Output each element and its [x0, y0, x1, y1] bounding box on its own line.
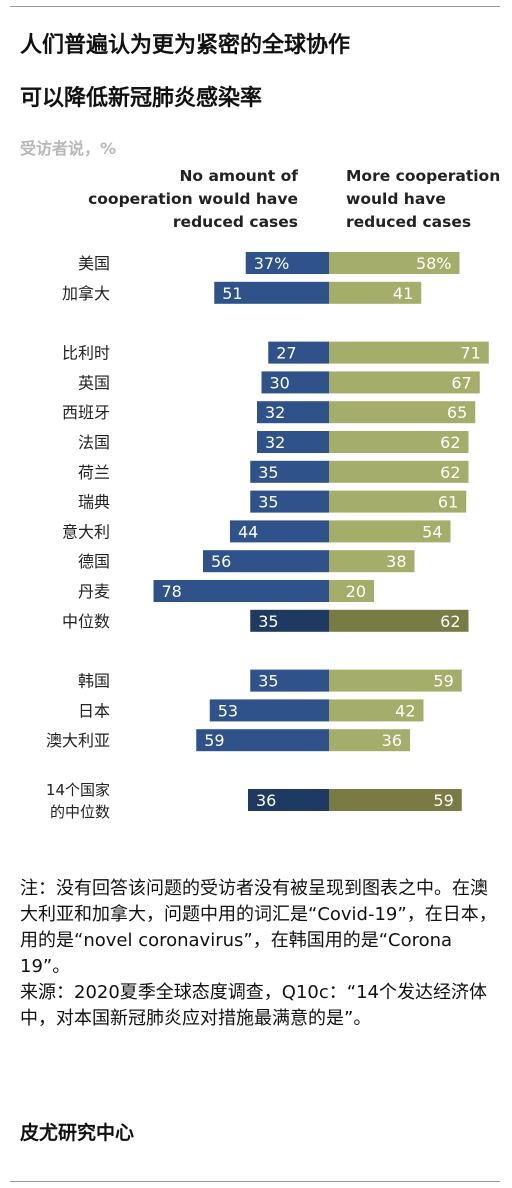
bar-no-amount — [268, 341, 329, 364]
category-label: 瑞典 — [78, 493, 110, 512]
category-label: 澳大利亚 — [46, 731, 110, 750]
bar-more-cooperation — [329, 490, 467, 513]
bar-more-cooperation — [329, 669, 462, 692]
category-label: 加拿大 — [62, 284, 110, 303]
data-label-more-cooperation: 65 — [447, 403, 467, 422]
bar-no-amount — [250, 490, 329, 513]
bar-more-cooperation — [329, 460, 469, 483]
bottom-rule — [10, 1181, 500, 1182]
data-label-more-cooperation: 61 — [438, 493, 458, 512]
category-label: 日本 — [78, 701, 110, 720]
category-label: 意大利 — [62, 522, 110, 541]
data-label-more-cooperation: 59 — [433, 672, 453, 691]
bar-more-cooperation — [329, 401, 476, 424]
data-label-no-amount: 59 — [204, 731, 224, 750]
data-label-no-amount: 32 — [265, 403, 285, 422]
data-label-no-amount: 53 — [218, 701, 238, 720]
data-label-no-amount: 35 — [258, 612, 278, 631]
bar-no-amount — [230, 520, 329, 543]
bar-more-cooperation — [329, 281, 422, 304]
data-label-more-cooperation: 62 — [440, 433, 460, 452]
source-text: 来源：2020夏季全球态度调查，Q10c：“14个发达经济体中，对本国新冠肺炎应… — [20, 982, 488, 1029]
chart-title-line2: 可以降低新冠肺炎感染率 — [20, 86, 263, 111]
legend-no-amount: No amount of cooperation would have reduce… — [88, 167, 298, 231]
bar-more-cooperation — [329, 609, 469, 632]
data-label-no-amount: 51 — [222, 284, 242, 303]
data-label-more-cooperation: 20 — [346, 582, 366, 601]
category-label: 英国 — [78, 373, 110, 392]
data-label-more-cooperation: 54 — [422, 522, 442, 541]
data-label-no-amount: 35 — [258, 463, 278, 482]
data-label-more-cooperation: 71 — [460, 344, 480, 363]
chart-subtitle: 受访者说，% — [20, 139, 117, 158]
data-label-more-cooperation: 62 — [440, 463, 460, 482]
bar-no-amount — [245, 252, 329, 274]
bar-no-amount — [257, 431, 329, 453]
bar-no-amount — [250, 609, 329, 632]
data-label-no-amount: 32 — [265, 433, 285, 452]
data-label-more-cooperation: 62 — [440, 612, 460, 631]
bar-more-cooperation — [329, 550, 415, 573]
category-label: 比利时 — [62, 344, 110, 363]
data-label-no-amount: 56 — [211, 552, 231, 571]
data-label-more-cooperation: 58% — [416, 254, 452, 273]
source-organization: 皮尤研究中心 — [20, 1122, 135, 1144]
data-label-no-amount: 35 — [258, 672, 278, 691]
data-label-no-amount: 78 — [162, 582, 182, 601]
data-label-no-amount: 36 — [256, 791, 276, 810]
category-label: 法国 — [78, 433, 110, 452]
bar-no-amount — [203, 550, 329, 573]
bar-more-cooperation — [329, 699, 424, 722]
bar-more-cooperation — [329, 580, 374, 602]
category-label: 西班牙 — [62, 403, 110, 422]
diverging-bar-chart: 37% 58% 美国 51 41 加拿大 27 71 比利时 30 67 英国 32 65 西班牙 32 62 法… — [46, 252, 489, 821]
bar-no-amount — [250, 669, 329, 692]
bar-no-amount — [261, 371, 329, 394]
data-label-more-cooperation: 36 — [382, 731, 402, 750]
bar-no-amount — [248, 789, 329, 811]
category-label: 美国 — [78, 254, 110, 273]
bar-more-cooperation — [329, 252, 460, 274]
category-label: 荷兰 — [78, 463, 110, 482]
bar-more-cooperation — [329, 371, 480, 394]
category-label: 德国 — [78, 552, 110, 571]
category-label: 14个国家 — [46, 781, 110, 799]
bar-no-amount — [196, 729, 329, 752]
data-label-more-cooperation: 59 — [433, 791, 453, 810]
data-label-more-cooperation: 41 — [393, 284, 413, 303]
data-label-no-amount: 27 — [276, 344, 296, 363]
legend-more-cooperation: More cooperation would have reduced cases — [346, 167, 501, 231]
data-label-no-amount: 35 — [258, 493, 278, 512]
footnote: 注：没有回答该问题的受访者没有被呈现到图表之中。在澳大利亚和加拿大，问题中用的词… — [20, 876, 500, 1032]
bar-no-amount — [214, 281, 329, 304]
data-label-no-amount: 37% — [254, 254, 290, 273]
category-label: 韩国 — [78, 672, 110, 691]
bar-more-cooperation — [329, 341, 489, 364]
data-label-more-cooperation: 42 — [395, 701, 415, 720]
note-text: 注：没有回答该问题的受访者没有被呈现到图表之中。在澳大利亚和加拿大，问题中用的词… — [20, 878, 497, 977]
chart-title-line1: 人们普遍认为更为紧密的全球协作 — [20, 33, 351, 58]
bar-more-cooperation — [329, 520, 451, 543]
bar-no-amount — [250, 460, 329, 483]
data-label-no-amount: 30 — [270, 373, 290, 392]
data-label-more-cooperation: 38 — [386, 552, 406, 571]
bar-more-cooperation — [329, 789, 462, 811]
bar-more-cooperation — [329, 729, 410, 752]
bar-no-amount — [153, 580, 329, 602]
bar-more-cooperation — [329, 431, 469, 453]
category-label: 中位数 — [62, 612, 110, 631]
bar-no-amount — [257, 401, 329, 424]
data-label-no-amount: 44 — [238, 522, 258, 541]
top-rule — [10, 6, 500, 7]
data-label-more-cooperation: 67 — [451, 373, 471, 392]
category-label: 的中位数 — [50, 803, 110, 821]
category-label: 丹麦 — [78, 582, 110, 601]
bar-no-amount — [209, 699, 329, 722]
